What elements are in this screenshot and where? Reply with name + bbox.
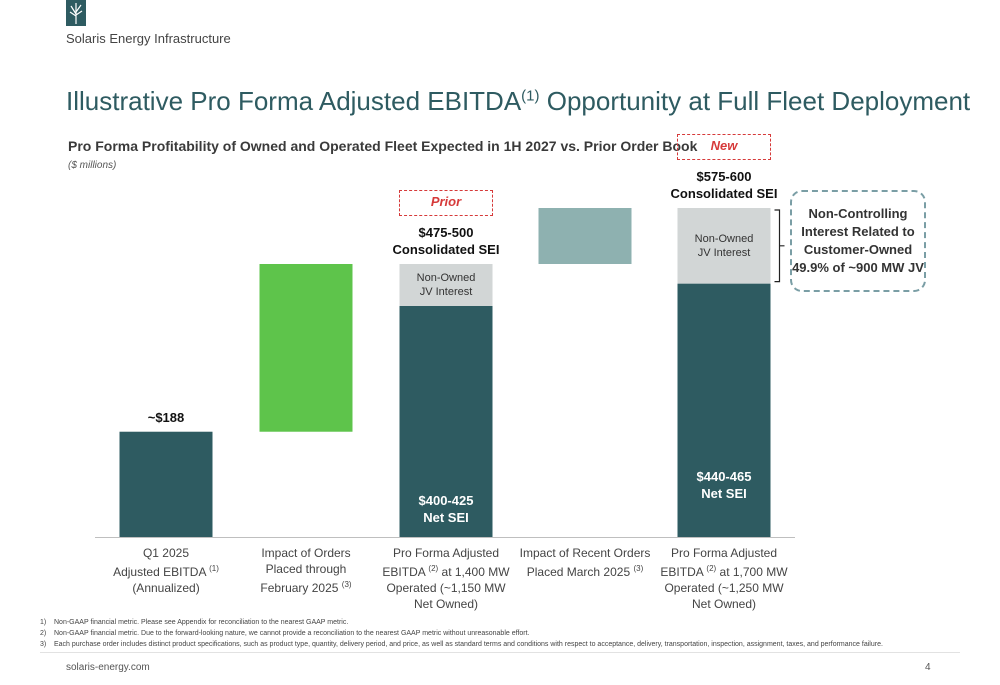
category-label-5: Pro Forma Adjusted EBITDA (2) at 1,700 MW…	[660, 546, 788, 611]
bar-3-total-label: $475-500 Consolidated SEI	[392, 225, 500, 257]
category-label-1: Q1 2025 Adjusted EBITDA (1) (Annualized)	[113, 546, 219, 595]
bar-1-segment-1	[119, 431, 213, 537]
page-title: Illustrative Pro Forma Adjusted EBITDA(1…	[66, 86, 971, 116]
bar-3-segment-label: $400-425 Net SEI	[418, 492, 474, 525]
category-label-3: Pro Forma Adjusted EBITDA (2) at 1,400 MW…	[382, 546, 510, 611]
bar-5-segment-label: $440-465 Net SEI	[696, 469, 752, 502]
tag-new: New	[677, 134, 771, 160]
chart-subtitle: Pro Forma Profitability of Owned and Ope…	[68, 138, 698, 154]
bar-2-segment-1	[259, 264, 353, 432]
footnotes: 1) Non-GAAP financial metric. Please see …	[40, 617, 883, 650]
footer-divider	[40, 652, 960, 653]
company-name: Solaris Energy Infrastructure	[66, 31, 231, 46]
category-label-2: Impact of Orders Placed through February 2…	[260, 546, 352, 595]
units-note: ($ millions)	[68, 160, 117, 171]
bar-3-segment-1	[399, 306, 493, 537]
footnote-3: 3) Each purchase order includes distinct …	[40, 641, 883, 648]
bar-1-total-label: ~$188	[147, 409, 185, 425]
page-number: 4	[925, 662, 931, 673]
tag-prior: Prior	[399, 190, 493, 216]
footnote-1: 1) Non-GAAP financial metric. Please see …	[40, 619, 349, 626]
bar-3-jv-label: Non-Owned JV Interest	[416, 272, 476, 298]
jv-bracket	[774, 209, 785, 283]
website-link[interactable]: solaris-energy.com	[66, 662, 150, 673]
callout-box: Non-Controlling Interest Related to Cust…	[790, 190, 926, 292]
bar-4-segment-1	[538, 208, 632, 264]
bar-5-segment-1	[677, 283, 771, 537]
bar-5-segment-2	[677, 208, 771, 284]
bar-5-total-label: $575-600 Consolidated SEI	[670, 169, 778, 201]
category-label-4: Impact of Recent Orders Placed March 2025…	[519, 546, 651, 579]
bar-5-jv-label: Non-Owned JV Interest	[694, 232, 754, 259]
footnote-2: 2) Non-GAAP financial metric. Due to the …	[40, 630, 530, 637]
company-logo	[66, 0, 86, 26]
bar-3-segment-2	[399, 264, 493, 306]
